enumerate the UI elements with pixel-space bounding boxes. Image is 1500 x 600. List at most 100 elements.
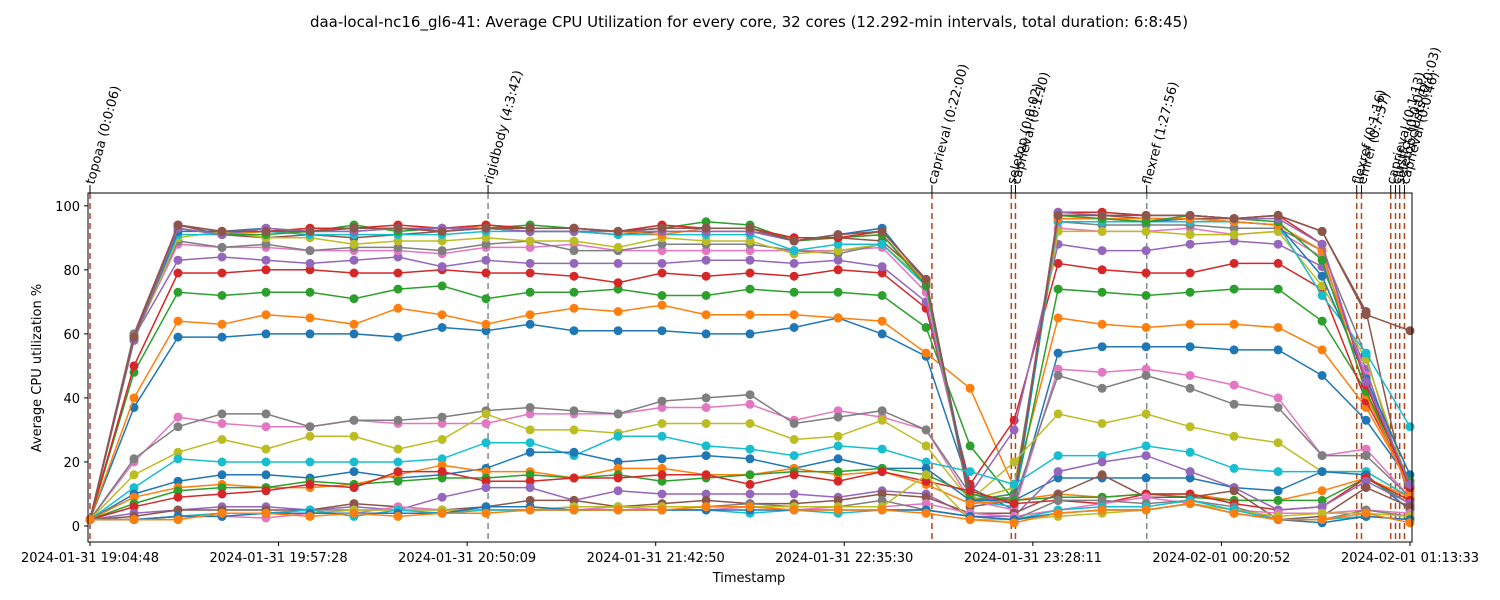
data-point (129, 332, 139, 342)
data-point (657, 505, 667, 515)
y-axis-label: Average CPU utilization % (30, 284, 45, 452)
data-point (1141, 210, 1151, 220)
data-point (613, 409, 623, 419)
data-point (1273, 438, 1283, 448)
data-point (1141, 409, 1151, 419)
data-point (1097, 505, 1107, 515)
data-point (701, 310, 711, 320)
data-point (217, 252, 227, 262)
data-point (217, 291, 227, 300)
y-axis: 0 20 40 60 80 100 (55, 200, 88, 535)
data-point (437, 226, 447, 236)
data-point (833, 255, 843, 265)
data-point (701, 470, 711, 480)
data-point (217, 508, 227, 518)
data-point (437, 412, 447, 422)
data-point (833, 505, 843, 515)
data-point (789, 419, 799, 428)
data-point (833, 406, 843, 416)
data-point (481, 233, 491, 243)
data-point (1009, 518, 1019, 528)
data-point (1361, 508, 1371, 518)
data-point (657, 396, 667, 406)
x-tick-label: 2024-01-31 19:57:28 (210, 551, 348, 566)
data-point (217, 332, 227, 342)
data-point (481, 483, 491, 493)
data-point (1141, 342, 1151, 352)
data-point (745, 236, 755, 246)
data-point (1053, 258, 1063, 268)
data-point (1317, 371, 1327, 380)
data-point (701, 329, 711, 339)
data-point (833, 239, 843, 249)
data-point (349, 508, 359, 518)
data-point (789, 236, 799, 246)
data-point (525, 438, 535, 448)
data-point (481, 502, 491, 512)
data-point (525, 258, 535, 268)
data-point (657, 489, 667, 499)
data-point (789, 246, 799, 256)
data-point (789, 258, 799, 268)
series-32 (85, 499, 1415, 528)
y-tick-label: 20 (63, 456, 80, 471)
data-point (613, 486, 623, 496)
data-point (745, 399, 755, 409)
annotation-label: rigidbody (4:3:42) (481, 69, 526, 186)
data-point (437, 473, 447, 483)
data-point (393, 457, 403, 467)
data-point (745, 419, 755, 428)
data-point (1185, 447, 1195, 457)
data-point (877, 316, 887, 326)
data-point (1185, 210, 1195, 220)
data-point (525, 319, 535, 329)
data-point (657, 431, 667, 441)
data-point (921, 499, 931, 509)
data-point (877, 329, 887, 339)
data-point (833, 287, 843, 297)
data-point (965, 441, 975, 451)
annotation-label: caprieval (0:22:00) (925, 62, 972, 186)
data-point (1317, 316, 1327, 326)
series-line (89, 317, 1411, 520)
data-point (1185, 473, 1195, 483)
data-point (217, 470, 227, 480)
data-point (1053, 210, 1063, 220)
y-tick-label: 0 (72, 520, 80, 535)
data-point (657, 419, 667, 428)
data-point (349, 294, 359, 304)
data-point (569, 223, 579, 233)
data-point (965, 383, 975, 393)
data-point (349, 239, 359, 249)
data-point (525, 310, 535, 320)
data-point (1361, 451, 1371, 461)
data-point (173, 412, 183, 422)
data-point (261, 329, 271, 339)
data-point (613, 278, 623, 288)
data-point (1273, 515, 1283, 525)
data-point (1141, 291, 1151, 300)
data-point (1185, 319, 1195, 329)
data-point (525, 505, 535, 515)
data-point (921, 492, 931, 502)
data-point (1361, 348, 1371, 358)
data-point (1317, 345, 1327, 355)
data-point (261, 239, 271, 249)
data-point (1009, 457, 1019, 467)
data-point (1229, 258, 1239, 268)
data-point (437, 460, 447, 470)
data-point (525, 476, 535, 486)
data-point (1097, 246, 1107, 256)
data-point (745, 223, 755, 233)
data-point (173, 447, 183, 457)
data-point (129, 515, 139, 525)
data-point (1009, 479, 1019, 489)
data-point (525, 447, 535, 457)
data-point (173, 220, 183, 230)
data-point (173, 505, 183, 515)
data-point (657, 403, 667, 412)
data-point (261, 265, 271, 275)
data-point (701, 246, 711, 256)
data-point (1317, 486, 1327, 496)
data-point (921, 470, 931, 480)
